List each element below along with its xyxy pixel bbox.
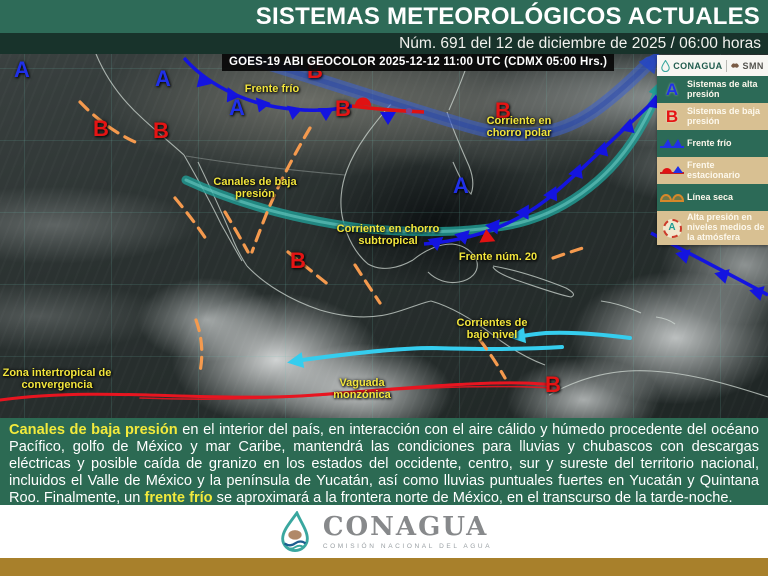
legend-label: Alta presión en niveles medios de la atm… xyxy=(687,212,765,242)
header-bar: SISTEMAS METEOROLÓGICOS ACTUALES xyxy=(0,0,768,33)
legend-item-frente-frio: Frente frío xyxy=(657,130,768,157)
mid-level-high-symbol: A xyxy=(668,222,676,233)
pressure-marker-high: A xyxy=(229,95,245,120)
satellite-weather-map: A A A B B B B B A B B Frente frío Canale… xyxy=(0,54,768,418)
stationary-front-icon xyxy=(660,166,684,174)
cold-front-20 xyxy=(423,86,670,251)
polar-jet-stream xyxy=(230,54,661,141)
high-pressure-symbol: A xyxy=(665,79,679,99)
summary-text: en el interior del país, en interacción … xyxy=(9,422,759,505)
conagua-drop-icon xyxy=(661,59,670,72)
weather-summary: Canales de baja presión en el interior d… xyxy=(0,418,768,505)
pressure-marker-low: B xyxy=(335,96,351,121)
legend-item-linea-seca: Línea seca xyxy=(657,184,768,211)
conagua-logo-icon xyxy=(281,510,309,552)
summary-highlight: Canales de baja presión xyxy=(9,422,178,438)
legend-item-frente-estacionario: Frente estacionario xyxy=(657,157,768,184)
conagua-brand: CONAGUA xyxy=(673,60,723,71)
pressure-marker-low: B xyxy=(153,118,169,143)
footer-wordmark: CONAGUA COMISIÓN NACIONAL DEL AGUA xyxy=(323,514,492,550)
legend-item-alta-presion: A Sistemas de alta presión xyxy=(657,76,768,103)
footer-brand-subtitle: COMISIÓN NACIONAL DEL AGUA xyxy=(322,542,493,550)
bottom-gold-bar xyxy=(0,558,768,576)
page-title: SISTEMAS METEOROLÓGICOS ACTUALES xyxy=(255,2,760,30)
stationary-front-segment xyxy=(351,97,425,125)
legend-label: Frente frío xyxy=(687,137,732,148)
legend-item-alta-niveles-medios: A Alta presión en niveles medios de la a… xyxy=(657,211,768,245)
subheader-bar: Núm. 691 del 12 de diciembre de 2025 / 0… xyxy=(0,33,768,54)
cold-front-northwest xyxy=(182,56,353,121)
legend-panel: CONAGUA SMN A Sistemas de alta presión B… xyxy=(657,55,768,245)
low-pressure-channels xyxy=(78,100,588,380)
legend-label: Sistemas de alta presión xyxy=(687,78,758,99)
pressure-marker-high: A xyxy=(14,57,30,82)
pressure-marker-low: B xyxy=(93,116,109,141)
footer-brand: CONAGUA xyxy=(322,511,489,542)
pressure-marker-high: A xyxy=(155,66,171,91)
pressure-marker-low: B xyxy=(545,372,561,397)
summary-highlight: frente frío xyxy=(144,489,213,505)
coastlines xyxy=(95,54,768,398)
satellite-caption: GOES-19 ABI GEOCOLOR 2025-12-12 11:00 UT… xyxy=(222,54,615,71)
dry-line-icon xyxy=(659,194,685,202)
itcz-vaguada-line xyxy=(0,381,555,402)
low-pressure-symbol: B xyxy=(665,106,679,126)
bulletin-number: Núm. 691 del 12 de diciembre de 2025 / 0… xyxy=(399,34,761,52)
map-overlay-graphics xyxy=(0,54,768,402)
legend-label: Línea seca xyxy=(687,191,734,202)
cold-front-icon xyxy=(660,139,684,148)
mid-level-high-icon: A xyxy=(662,218,682,238)
smn-eagle-icon xyxy=(730,63,739,68)
legend-brand-bar: CONAGUA SMN xyxy=(657,55,768,76)
legend-item-baja-presion: B Sistemas de baja presión xyxy=(657,103,768,130)
pressure-marker-low: B xyxy=(290,248,306,273)
pressure-marker-high: A xyxy=(453,173,469,198)
summary-text: se aproximará a la frontera norte de Méx… xyxy=(212,489,733,505)
legend-label: Sistemas de baja presión xyxy=(687,105,761,126)
smn-brand: SMN xyxy=(742,60,764,71)
brand-divider xyxy=(725,59,727,72)
legend-label: Frente estacionario xyxy=(687,159,741,180)
pressure-marker-low: B xyxy=(495,98,511,123)
low-level-current-arrows xyxy=(287,327,632,368)
footer: CONAGUA COMISIÓN NACIONAL DEL AGUA xyxy=(0,505,768,558)
